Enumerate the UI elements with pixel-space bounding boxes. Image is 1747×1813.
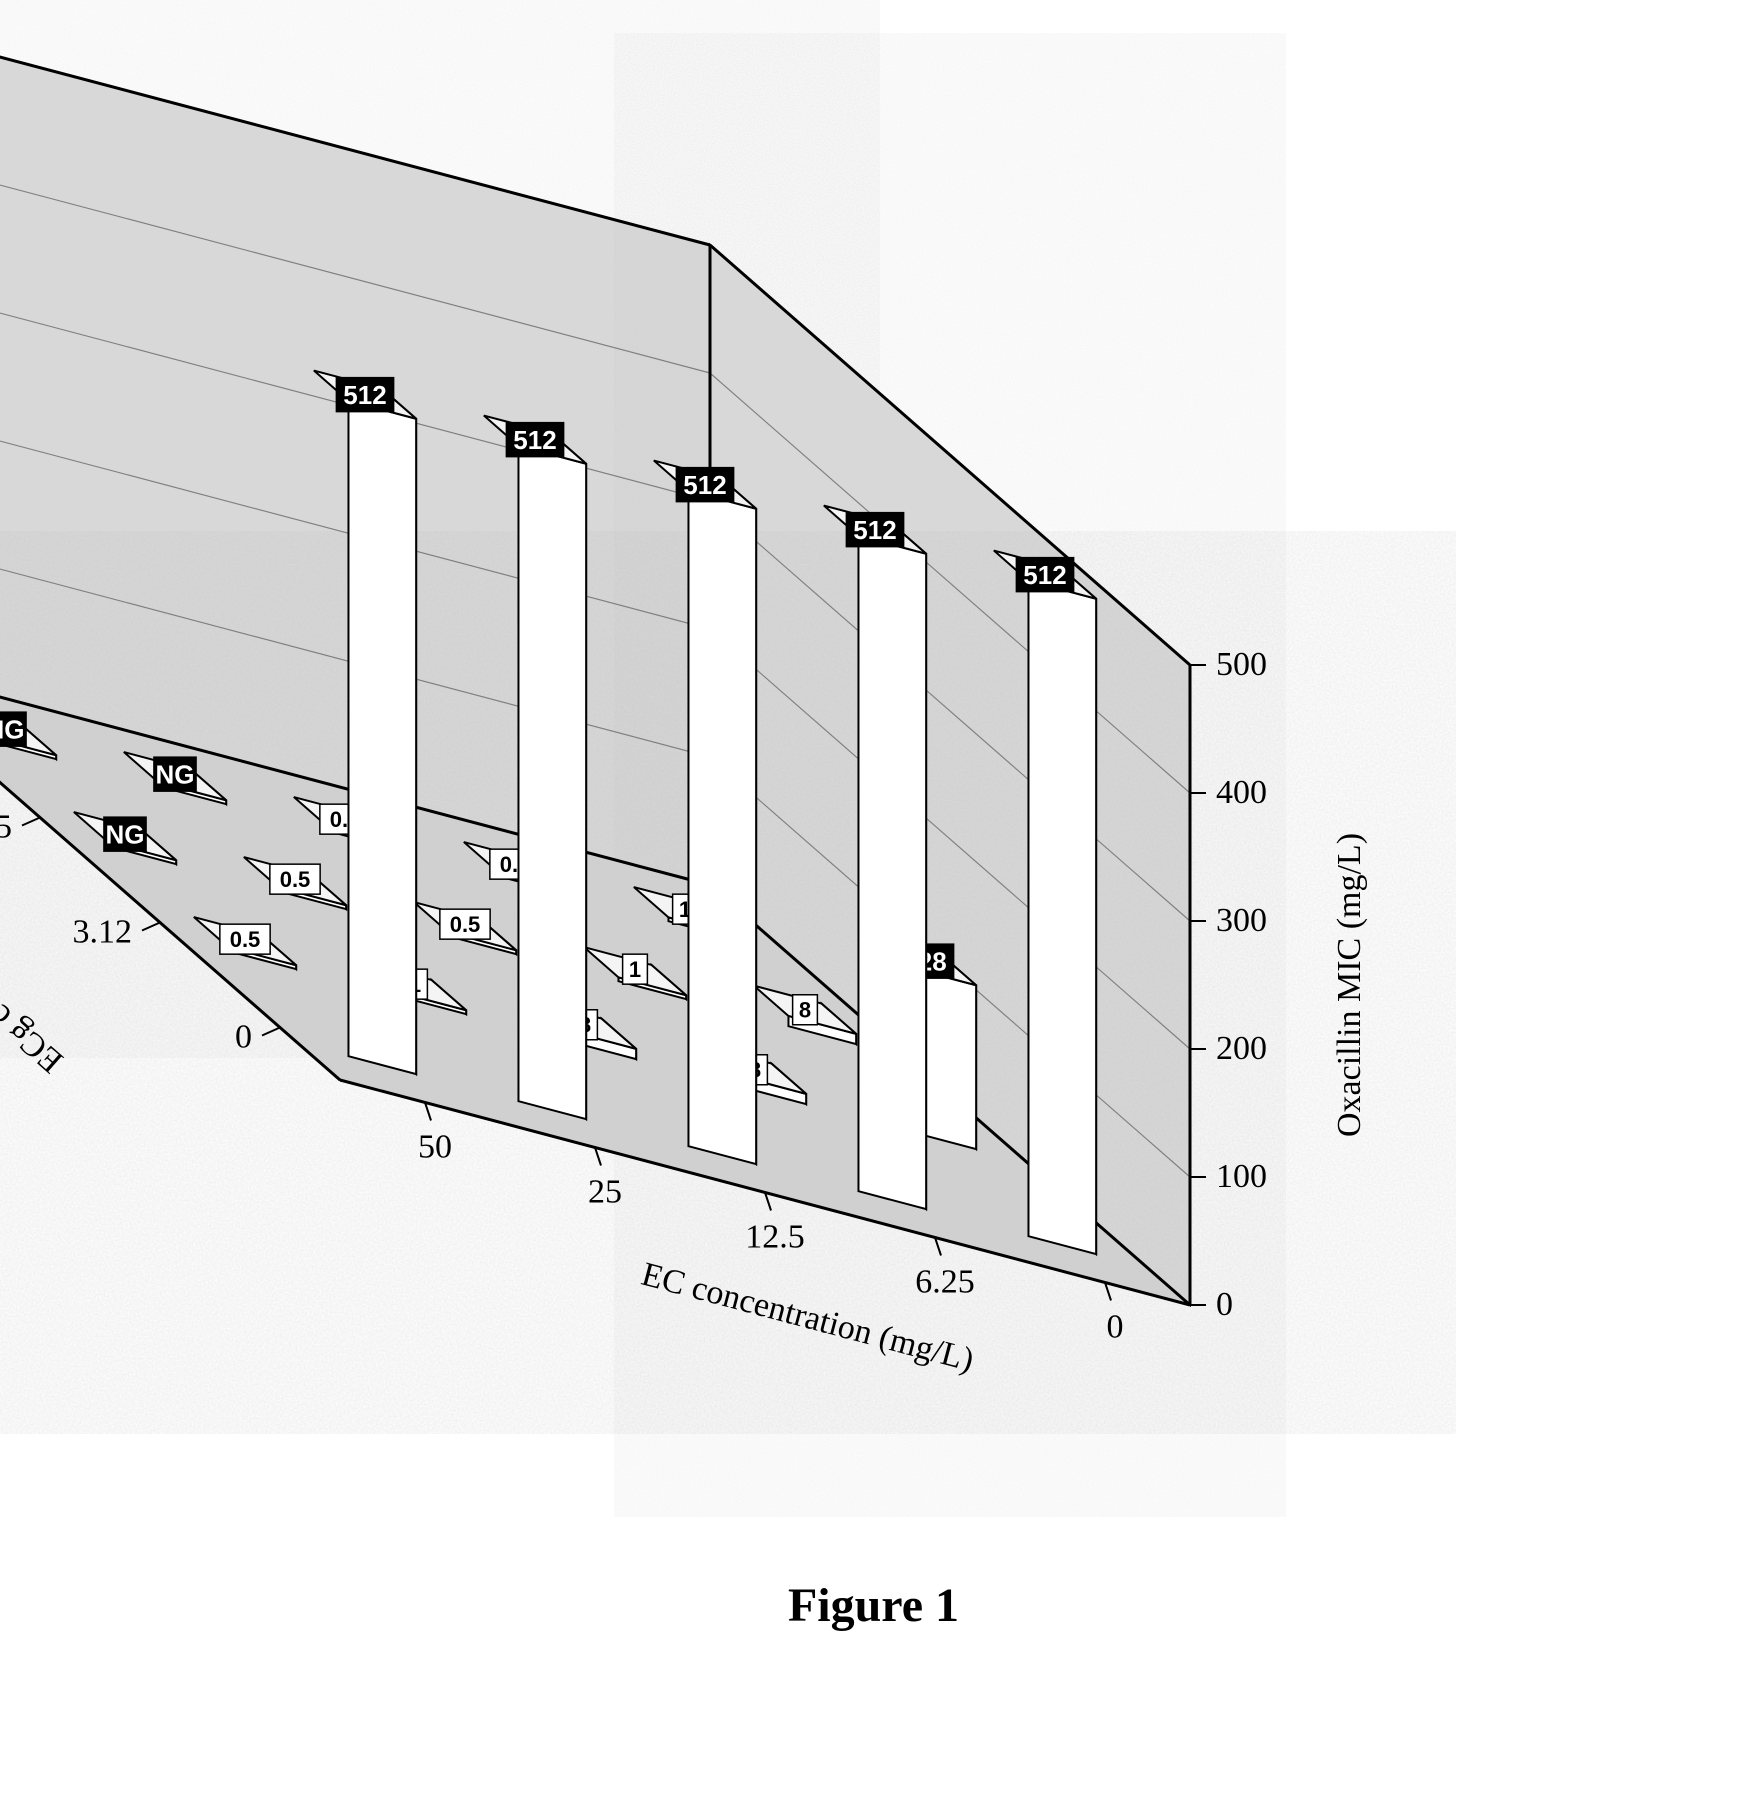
svg-text:Oxacillin MIC (mg/L): Oxacillin MIC (mg/L)	[1331, 833, 1368, 1137]
svg-text:NG: NG	[106, 820, 145, 850]
svg-text:6.25: 6.25	[0, 809, 12, 846]
svg-text:512: 512	[853, 515, 896, 545]
svg-text:512: 512	[513, 425, 556, 455]
chart-3d-bar: 0100200300400500Oxacillin MIC (mg/L)5025…	[0, 0, 1747, 1813]
svg-text:200: 200	[1216, 1030, 1267, 1067]
svg-text:6.25: 6.25	[915, 1264, 975, 1301]
svg-text:512: 512	[343, 380, 386, 410]
svg-text:NG: NG	[156, 760, 195, 790]
svg-text:1: 1	[629, 957, 641, 982]
svg-text:50: 50	[418, 1129, 452, 1166]
svg-text:0.5: 0.5	[230, 927, 261, 952]
svg-text:0: 0	[235, 1019, 252, 1056]
svg-text:8: 8	[799, 998, 811, 1023]
svg-text:0: 0	[1107, 1309, 1124, 1346]
svg-text:512: 512	[1023, 560, 1066, 590]
svg-text:100: 100	[1216, 1158, 1267, 1195]
svg-text:300: 300	[1216, 902, 1267, 939]
svg-text:NG: NG	[0, 715, 25, 745]
svg-text:512: 512	[683, 470, 726, 500]
svg-text:25: 25	[588, 1174, 622, 1211]
svg-text:0: 0	[1216, 1286, 1233, 1323]
svg-text:0.5: 0.5	[280, 867, 311, 892]
svg-text:500: 500	[1216, 646, 1267, 683]
svg-text:400: 400	[1216, 774, 1267, 811]
svg-text:3.12: 3.12	[73, 914, 133, 951]
svg-text:0.5: 0.5	[450, 912, 481, 937]
svg-text:ECg concentration (mg/L): ECg concentration (mg/L)	[0, 816, 70, 1080]
figure-caption: Figure 1	[0, 1578, 1747, 1633]
svg-text:12.5: 12.5	[745, 1219, 805, 1256]
